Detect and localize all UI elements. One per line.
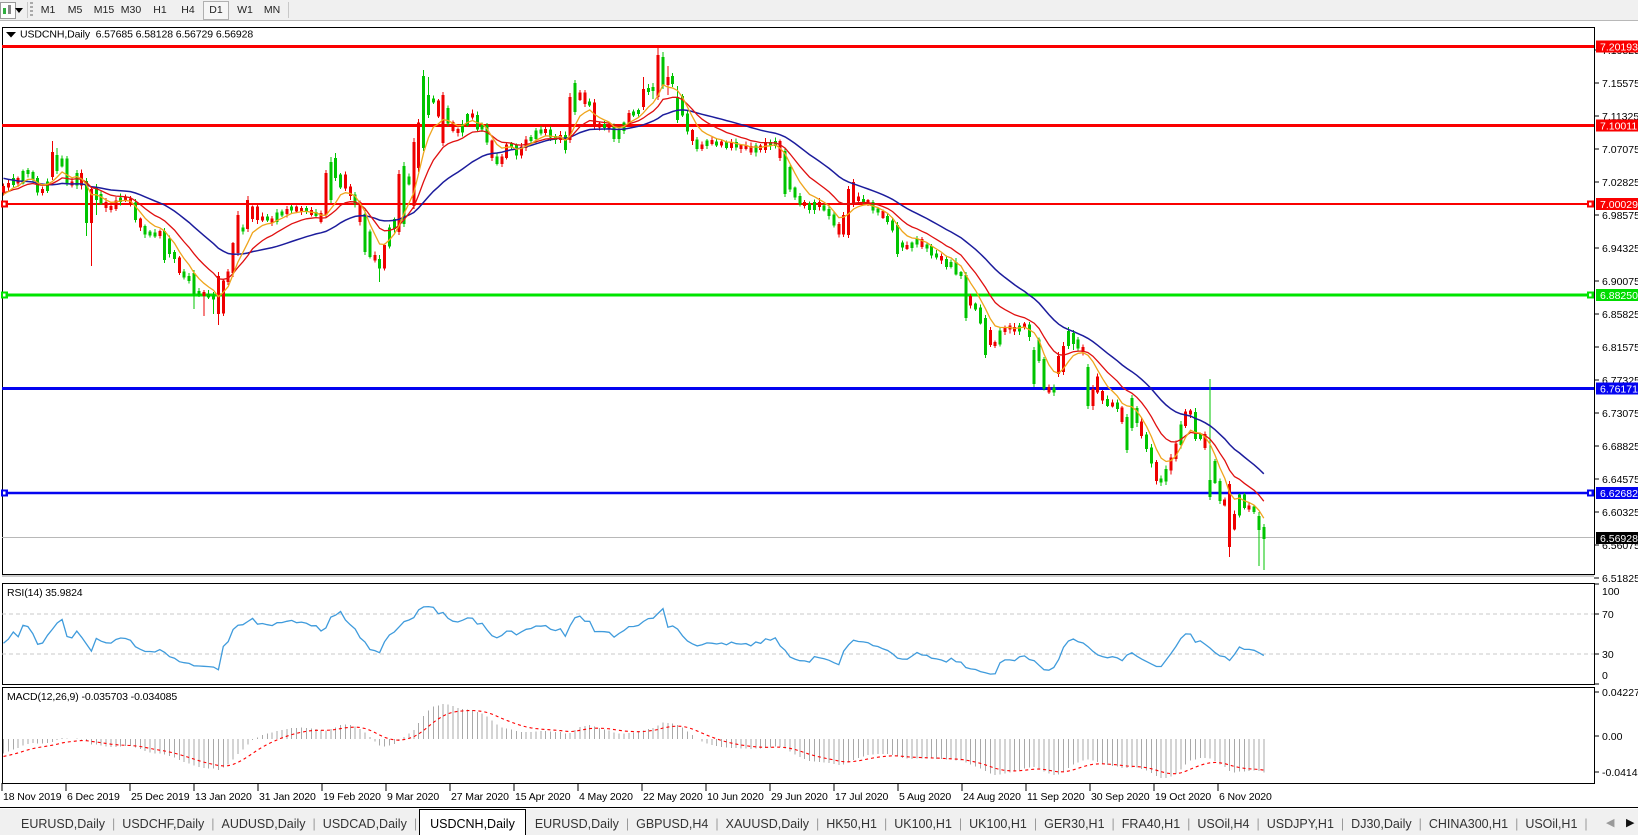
svg-text:MACD(12,26,9) -0.035703 -0.034: MACD(12,26,9) -0.035703 -0.034085	[7, 691, 177, 703]
svg-text:19 Feb 2020: 19 Feb 2020	[323, 791, 381, 803]
svg-text:6.81575: 6.81575	[1602, 342, 1638, 354]
svg-text:18 Nov 2019: 18 Nov 2019	[3, 791, 62, 803]
svg-text:17 Jul 2020: 17 Jul 2020	[835, 791, 888, 803]
svg-text:6.88250: 6.88250	[1600, 290, 1638, 302]
svg-text:19 Oct 2020: 19 Oct 2020	[1155, 791, 1211, 803]
svg-text:25 Dec 2019: 25 Dec 2019	[131, 791, 190, 803]
svg-text:10 Jun 2020: 10 Jun 2020	[707, 791, 764, 803]
svg-text:6 Dec 2019: 6 Dec 2019	[67, 791, 120, 803]
svg-text:24 Aug 2020: 24 Aug 2020	[963, 791, 1021, 803]
svg-text:6.94325: 6.94325	[1602, 243, 1638, 255]
svg-text:22 May 2020: 22 May 2020	[643, 791, 703, 803]
svg-text:6.85825: 6.85825	[1602, 309, 1638, 321]
svg-text:6.68825: 6.68825	[1602, 441, 1638, 453]
svg-text:7.00029: 7.00029	[1600, 199, 1638, 211]
svg-text:70: 70	[1602, 609, 1614, 621]
svg-text:0: 0	[1602, 670, 1608, 682]
svg-text:13 Jan 2020: 13 Jan 2020	[195, 791, 252, 803]
svg-text:6.51825: 6.51825	[1602, 573, 1638, 585]
svg-text:30 Sep 2020: 30 Sep 2020	[1091, 791, 1150, 803]
svg-text:USDCNH,Daily 6.57685 6.58128: USDCNH,Daily 6.57685 6.58128 6.56729 6.5…	[20, 29, 253, 41]
svg-text:30: 30	[1602, 649, 1614, 661]
svg-text:29 Jun 2020: 29 Jun 2020	[771, 791, 828, 803]
svg-text:0.00: 0.00	[1602, 731, 1623, 743]
svg-text:7.02825: 7.02825	[1602, 177, 1638, 189]
svg-text:6.90075: 6.90075	[1602, 276, 1638, 288]
svg-text:6.60325: 6.60325	[1602, 507, 1638, 519]
svg-text:4 May 2020: 4 May 2020	[579, 791, 633, 803]
svg-text:15 Apr 2020: 15 Apr 2020	[515, 791, 571, 803]
svg-text:RSI(14) 35.9824: RSI(14) 35.9824	[7, 587, 83, 599]
svg-text:6.73075: 6.73075	[1602, 408, 1638, 420]
svg-text:31 Jan 2020: 31 Jan 2020	[259, 791, 316, 803]
svg-text:-0.04148: -0.04148	[1602, 767, 1638, 779]
svg-text:0.042275: 0.042275	[1602, 687, 1638, 699]
svg-text:6.98575: 6.98575	[1602, 210, 1638, 222]
svg-text:6.56928: 6.56928	[1600, 533, 1638, 545]
svg-text:6 Nov 2020: 6 Nov 2020	[1219, 791, 1272, 803]
svg-text:7.07075: 7.07075	[1602, 144, 1638, 156]
svg-text:27 Mar 2020: 27 Mar 2020	[451, 791, 509, 803]
svg-text:7.15575: 7.15575	[1602, 78, 1638, 90]
svg-text:5 Aug 2020: 5 Aug 2020	[899, 791, 951, 803]
svg-text:11 Sep 2020: 11 Sep 2020	[1027, 791, 1085, 803]
svg-text:7.20193: 7.20193	[1600, 42, 1638, 54]
svg-text:7.10011: 7.10011	[1600, 121, 1637, 133]
svg-text:9 Mar 2020: 9 Mar 2020	[387, 791, 439, 803]
svg-text:6.62682: 6.62682	[1600, 488, 1638, 500]
svg-text:6.76171: 6.76171	[1600, 384, 1638, 396]
svg-text:6.64575: 6.64575	[1602, 474, 1638, 486]
svg-text:100: 100	[1602, 586, 1620, 598]
